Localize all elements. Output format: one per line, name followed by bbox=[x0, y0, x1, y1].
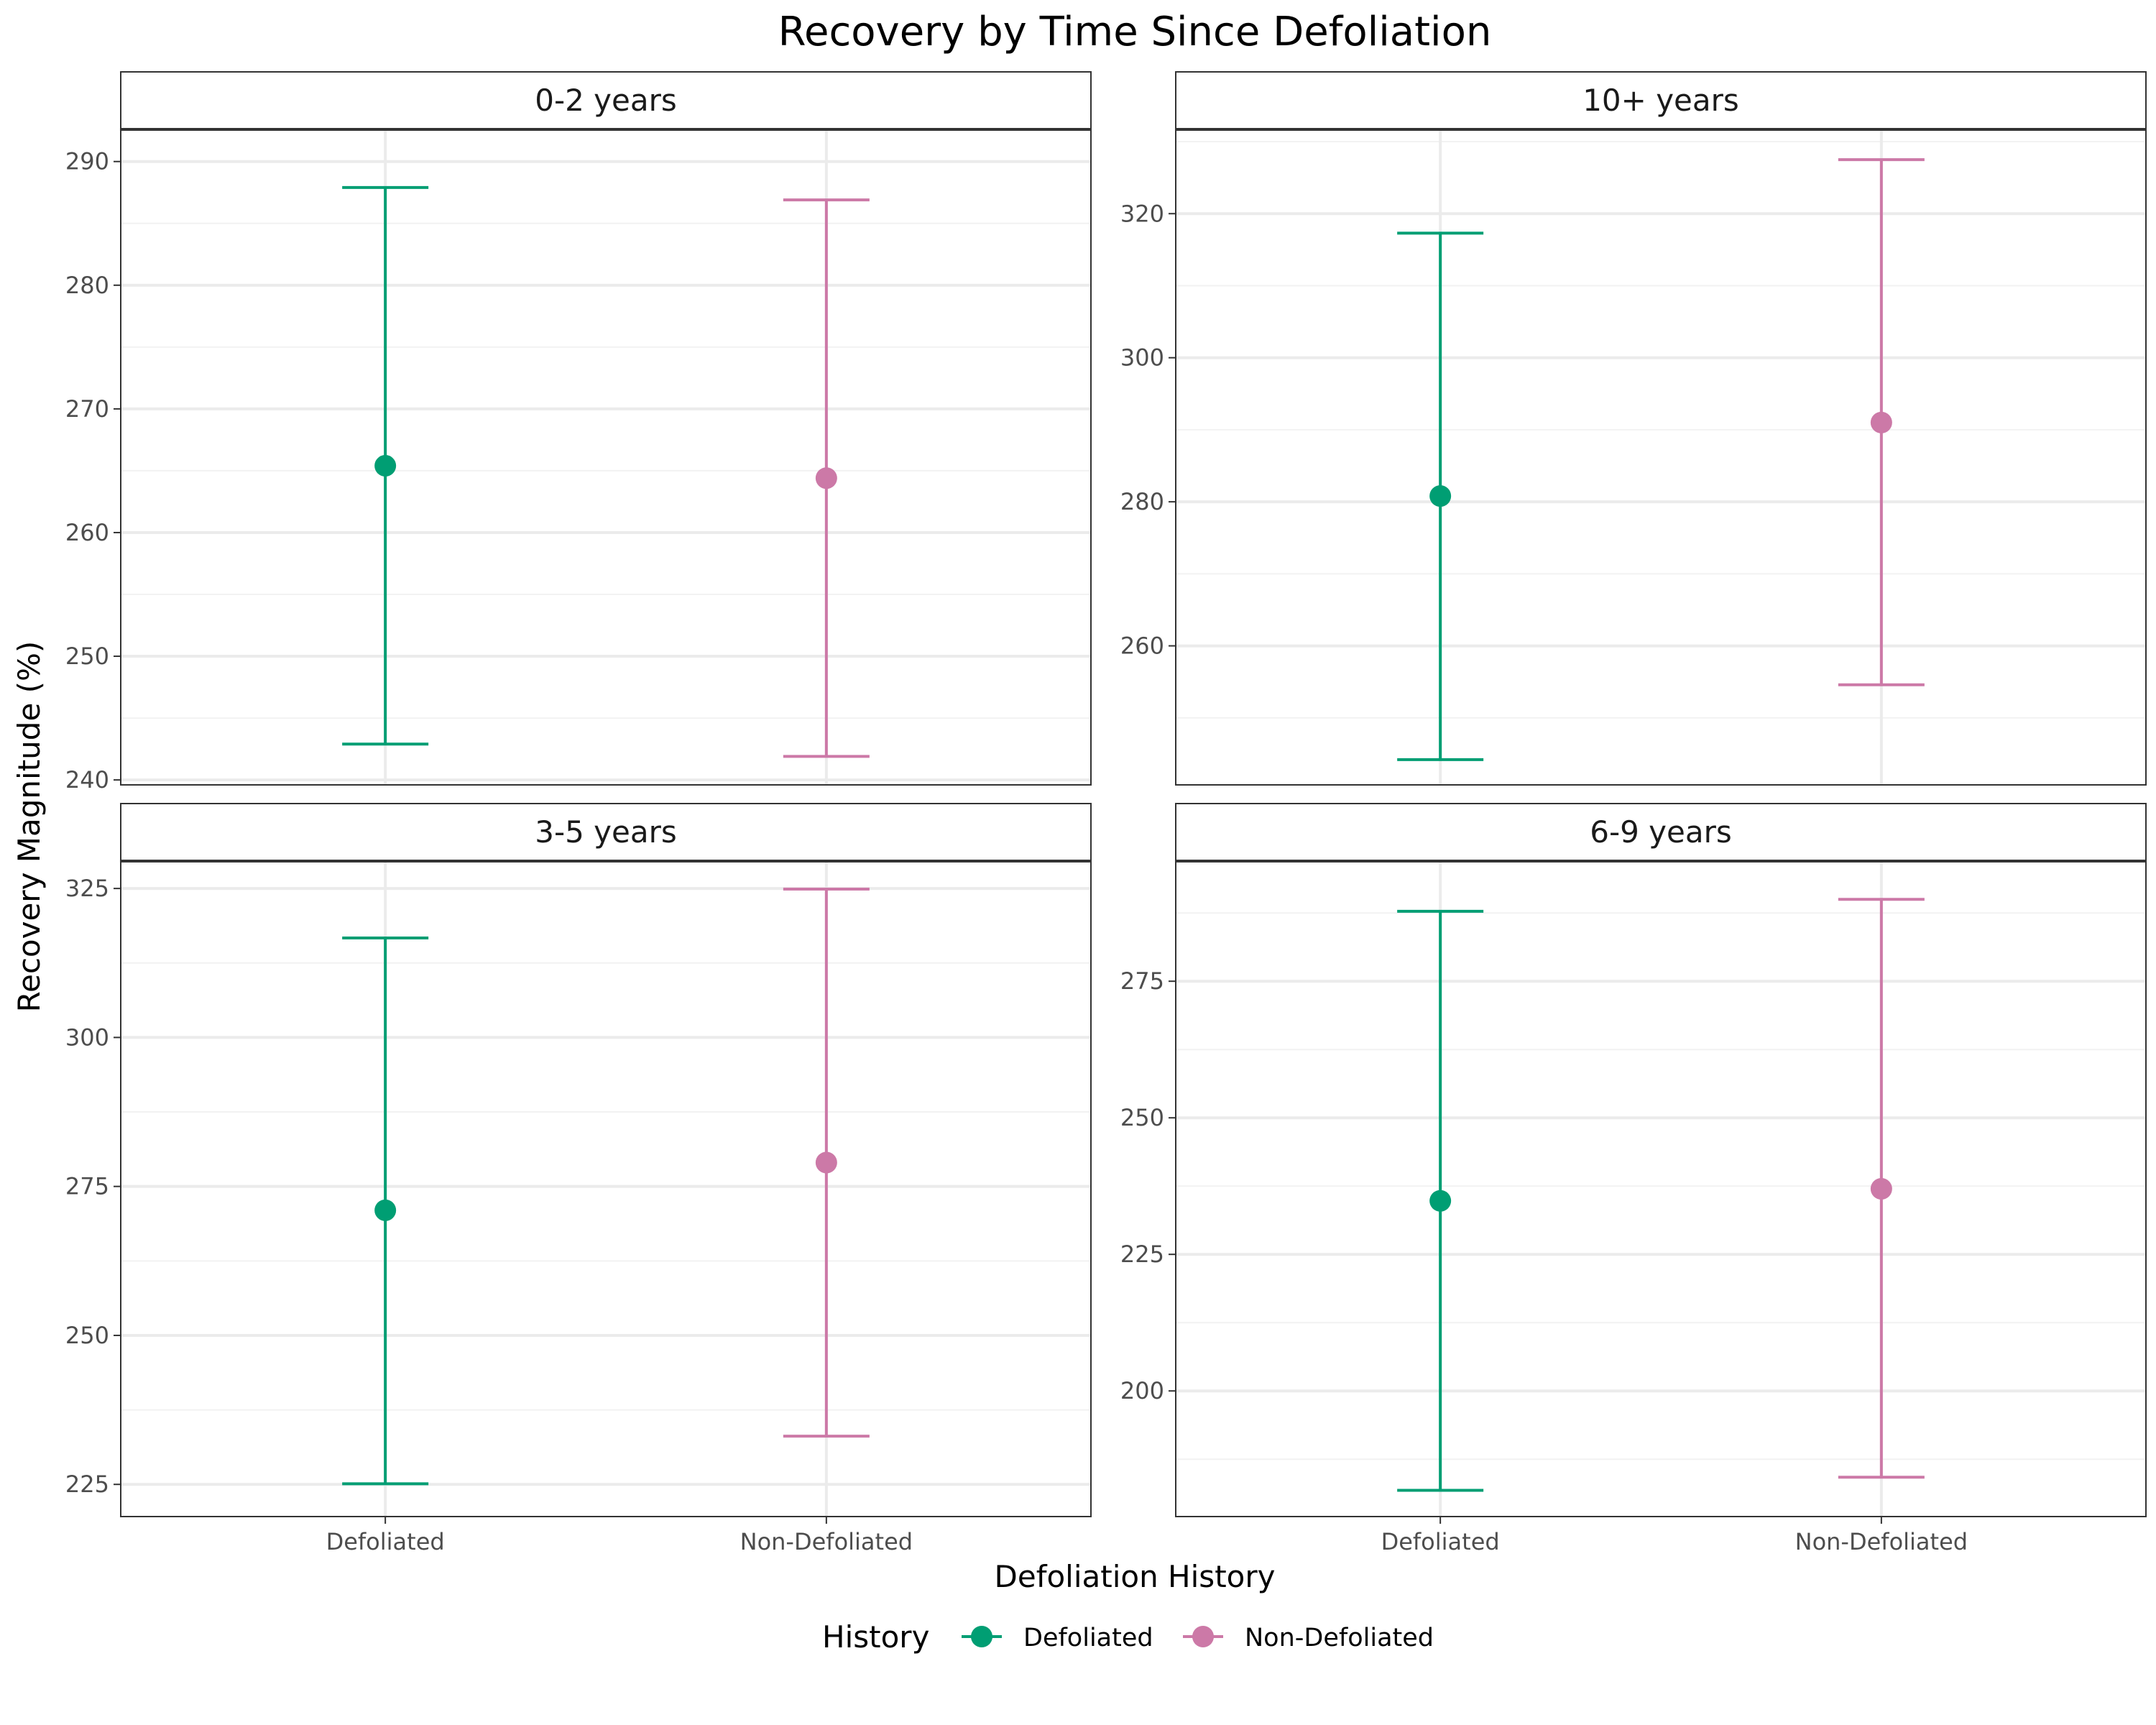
mean-point bbox=[1429, 485, 1452, 507]
facet-strip bbox=[120, 71, 1092, 130]
y-tick-label: 250 bbox=[65, 1322, 109, 1349]
legend: History Defoliated Non-Defoliated bbox=[822, 1619, 1434, 1655]
x-tick-label: Defoliated bbox=[326, 1528, 445, 1555]
facet-strip bbox=[1175, 803, 2147, 862]
legend-label: Non-Defoliated bbox=[1245, 1624, 1434, 1652]
legend-label: Defoliated bbox=[1023, 1624, 1153, 1652]
y-tick-label: 275 bbox=[1120, 967, 1164, 995]
chart-title: Recovery by Time Since Defoliation bbox=[778, 9, 1492, 55]
legend-entry: Non-Defoliated bbox=[1183, 1624, 1434, 1652]
y-tick-label: 250 bbox=[1120, 1104, 1164, 1131]
y-tick-label: 250 bbox=[65, 643, 109, 670]
panel-background bbox=[1176, 129, 2146, 785]
y-tick-label: 290 bbox=[65, 148, 109, 175]
facet-panels: 0-2 years 240 250 260 270 280 290 10+ years 260 2… bbox=[65, 71, 2147, 1555]
y-tick-label: 280 bbox=[1120, 488, 1164, 515]
y-tick-label: 300 bbox=[1120, 344, 1164, 372]
facet-label: 3-5 years bbox=[535, 814, 677, 850]
y-tick-label: 270 bbox=[65, 395, 109, 423]
panel-background bbox=[1176, 861, 2146, 1517]
mean-point bbox=[1429, 1190, 1452, 1212]
x-tick-label: Defoliated bbox=[1381, 1528, 1500, 1555]
y-tick-label: 275 bbox=[65, 1173, 109, 1200]
y-tick-label: 240 bbox=[65, 766, 109, 794]
mean-point bbox=[374, 455, 397, 477]
y-tick-label: 320 bbox=[1120, 200, 1164, 227]
facet-label: 6-9 years bbox=[1590, 814, 1732, 850]
facet-panel: 0-2 years 240 250 260 270 280 290 bbox=[65, 71, 1092, 794]
mean-point bbox=[815, 1151, 837, 1174]
facet-panel: 10+ years 260 280 300 320 bbox=[1120, 71, 2147, 786]
y-tick-label: 260 bbox=[1120, 632, 1164, 660]
y-axis-title: Recovery Magnitude (%) bbox=[11, 641, 47, 1013]
y-tick-label: 225 bbox=[1120, 1241, 1164, 1268]
x-tick-label: Non-Defoliated bbox=[740, 1528, 913, 1555]
y-tick-label: 280 bbox=[65, 272, 109, 299]
panel-background bbox=[121, 129, 1091, 785]
facet-panel: 6-9 years 200 225 250 275 Defoliated Non-Defol… bbox=[1120, 803, 2147, 1555]
y-tick-label: 325 bbox=[65, 875, 109, 902]
facet-strip bbox=[120, 803, 1092, 862]
mean-point bbox=[1870, 411, 1892, 433]
legend-title: History bbox=[822, 1619, 929, 1655]
facet-panel: 3-5 years 225 250 275 300 325 Defoliated Non-De… bbox=[65, 803, 1092, 1555]
facet-label: 0-2 years bbox=[535, 83, 677, 118]
x-tick-label: Non-Defoliated bbox=[1795, 1528, 1968, 1555]
facet-label: 10+ years bbox=[1583, 83, 1739, 118]
panel-background bbox=[121, 861, 1091, 1517]
y-tick-label: 300 bbox=[65, 1024, 109, 1051]
mean-point bbox=[815, 467, 837, 489]
facet-strip bbox=[1175, 71, 2147, 130]
legend-key-point bbox=[1192, 1626, 1214, 1647]
y-tick-label: 260 bbox=[65, 519, 109, 546]
y-tick-label: 225 bbox=[65, 1471, 109, 1498]
x-axis-title: Defoliation History bbox=[995, 1559, 1276, 1594]
y-tick-label: 200 bbox=[1120, 1377, 1164, 1404]
legend-key-point bbox=[971, 1626, 992, 1647]
mean-point bbox=[374, 1199, 397, 1221]
mean-point bbox=[1870, 1178, 1892, 1200]
legend-entry: Defoliated bbox=[962, 1624, 1153, 1652]
